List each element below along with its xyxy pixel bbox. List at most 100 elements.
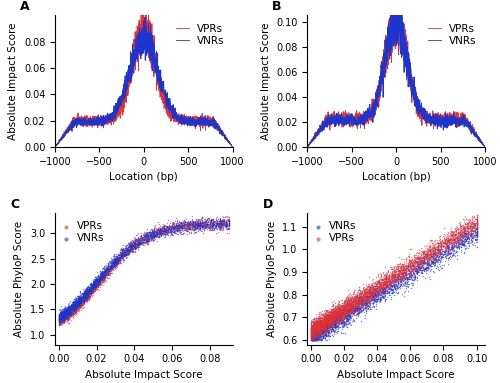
VNRs bbox=[104, 270, 112, 276]
VNRs bbox=[440, 236, 448, 242]
VPRs bbox=[77, 299, 85, 305]
VPRs bbox=[426, 252, 434, 258]
VPRs bbox=[324, 329, 332, 336]
VPRs bbox=[386, 278, 394, 285]
VNRs bbox=[428, 253, 436, 259]
VNRs bbox=[313, 335, 321, 341]
VNRs bbox=[110, 261, 118, 267]
VPRs bbox=[56, 317, 64, 323]
VPRs bbox=[314, 329, 322, 335]
VNRs bbox=[332, 319, 340, 325]
VNRs bbox=[461, 236, 469, 242]
VNRs bbox=[110, 257, 118, 264]
VNRs bbox=[370, 295, 378, 301]
VPRs bbox=[87, 286, 95, 292]
VNRs bbox=[82, 293, 90, 299]
VPRs bbox=[312, 327, 320, 334]
VPRs bbox=[102, 270, 110, 276]
VPRs bbox=[416, 249, 424, 255]
VNRs bbox=[350, 309, 358, 315]
VPRs bbox=[362, 291, 370, 297]
VPRs bbox=[330, 311, 338, 317]
VNRs bbox=[329, 317, 337, 323]
VNRs bbox=[413, 266, 421, 272]
VPRs bbox=[308, 323, 316, 329]
VPRs bbox=[142, 240, 150, 246]
VPRs bbox=[354, 290, 362, 296]
VPRs bbox=[160, 225, 168, 231]
VNRs bbox=[462, 234, 470, 241]
VPRs bbox=[214, 219, 222, 226]
VNRs bbox=[362, 300, 370, 306]
VPRs bbox=[146, 227, 154, 233]
VPRs bbox=[314, 321, 322, 327]
VPRs bbox=[314, 316, 322, 322]
VPRs bbox=[391, 278, 399, 285]
VPRs bbox=[350, 300, 358, 306]
VNRs bbox=[323, 312, 331, 318]
VNRs bbox=[320, 324, 328, 331]
VNRs bbox=[204, 223, 212, 229]
VNRs bbox=[74, 299, 82, 305]
VNRs bbox=[66, 309, 74, 315]
VPRs bbox=[56, 319, 64, 326]
VNRs bbox=[117, 252, 125, 258]
VNRs bbox=[344, 312, 352, 318]
VPRs bbox=[338, 303, 346, 309]
VPRs bbox=[451, 231, 459, 237]
VPRs bbox=[312, 321, 320, 327]
VNRs bbox=[74, 299, 82, 305]
VNRs bbox=[124, 250, 132, 257]
VPRs bbox=[56, 316, 64, 322]
VNRs bbox=[57, 309, 65, 315]
VNRs bbox=[330, 331, 338, 337]
VPRs bbox=[348, 304, 356, 311]
VPRs bbox=[402, 271, 410, 277]
VPRs bbox=[421, 253, 429, 259]
VNRs bbox=[404, 265, 411, 272]
VPRs bbox=[72, 304, 80, 311]
VPRs bbox=[313, 319, 321, 325]
VPRs bbox=[146, 232, 154, 238]
VPRs bbox=[108, 266, 116, 272]
VPRs bbox=[98, 277, 106, 283]
VNRs bbox=[429, 258, 437, 264]
VPRs bbox=[108, 264, 116, 270]
VNRs bbox=[328, 327, 336, 333]
VNRs bbox=[164, 226, 172, 232]
VNRs bbox=[78, 300, 86, 306]
VNRs bbox=[307, 326, 315, 332]
VPRs bbox=[82, 290, 90, 296]
VNRs bbox=[176, 224, 184, 230]
VPRs bbox=[469, 224, 477, 230]
VNRs bbox=[74, 293, 82, 300]
VNRs bbox=[147, 232, 155, 238]
VNRs bbox=[76, 299, 84, 305]
VNRs bbox=[64, 304, 72, 310]
VNRs bbox=[462, 234, 470, 241]
VNRs bbox=[382, 282, 390, 288]
VPRs bbox=[328, 309, 336, 315]
VPRs bbox=[336, 314, 344, 321]
VNRs bbox=[62, 311, 70, 317]
VNRs bbox=[342, 313, 349, 319]
VPRs bbox=[448, 238, 456, 244]
VNRs bbox=[312, 319, 320, 326]
VPRs bbox=[106, 266, 114, 272]
VPRs bbox=[332, 309, 340, 315]
VNRs bbox=[144, 232, 152, 238]
VPRs bbox=[356, 288, 364, 294]
VNRs bbox=[368, 293, 376, 299]
VNRs bbox=[460, 233, 468, 239]
VPRs bbox=[92, 282, 100, 288]
VNRs bbox=[340, 314, 348, 320]
VPRs bbox=[319, 318, 327, 324]
VPRs bbox=[372, 283, 380, 289]
VNRs bbox=[70, 303, 78, 309]
VNRs bbox=[404, 276, 412, 282]
VNRs bbox=[344, 300, 351, 306]
VPRs bbox=[330, 312, 338, 318]
VNRs bbox=[430, 251, 438, 257]
VNRs bbox=[322, 316, 330, 322]
VPRs bbox=[368, 289, 376, 295]
